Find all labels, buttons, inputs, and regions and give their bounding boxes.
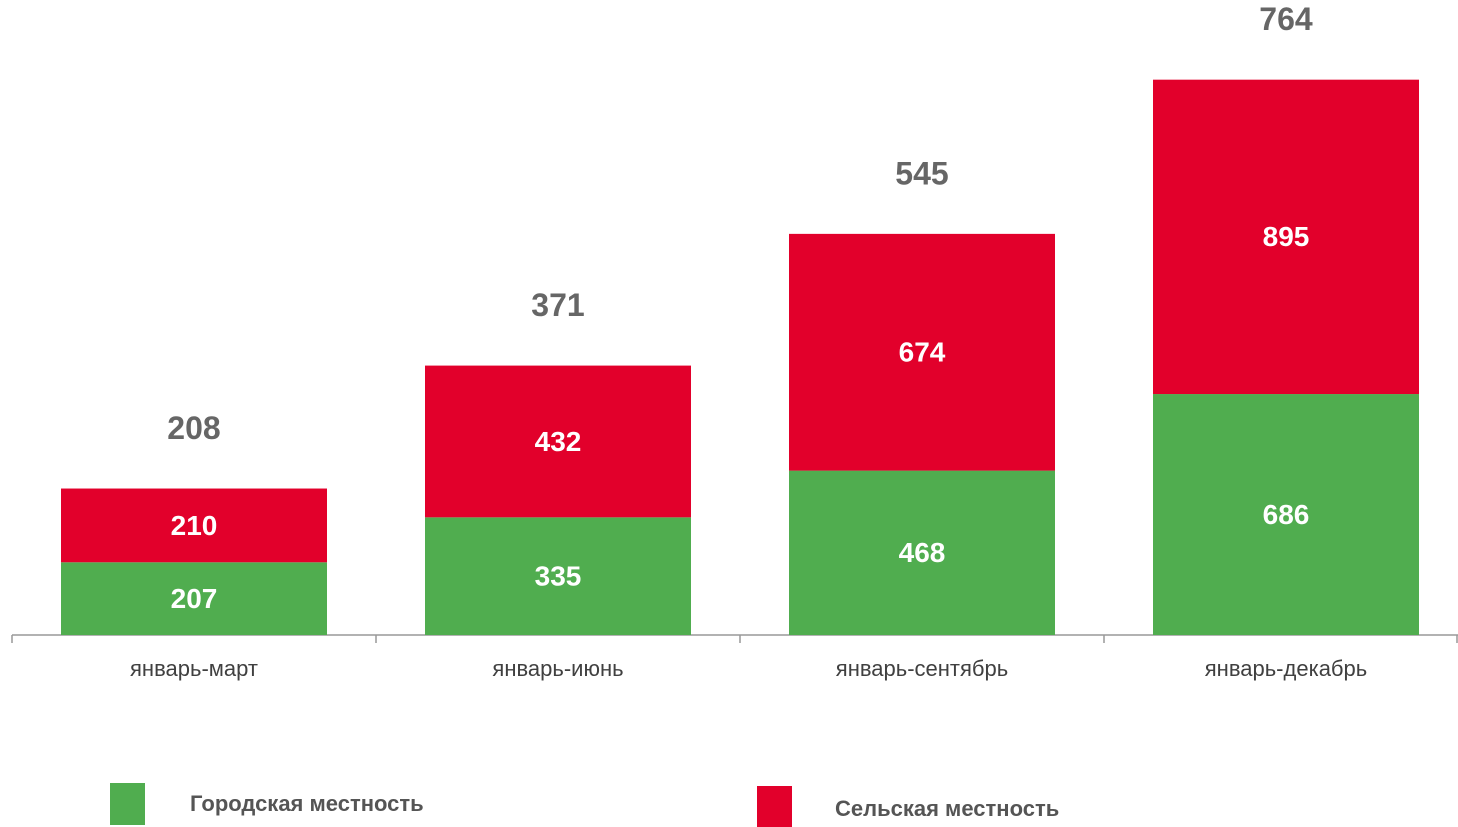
total-label: 545 [895,155,948,191]
bar-segment [425,517,691,635]
legend-swatch [110,783,145,825]
data-label: 207 [171,583,218,614]
legend-swatch [757,786,792,827]
bar-segment [61,562,327,635]
bar-segment [1153,79,1419,395]
bar-segment [789,470,1055,635]
bar-segment [1153,394,1419,635]
data-label: 686 [1263,499,1310,530]
total-label: 764 [1259,1,1313,37]
legend-label: Сельская местность [835,796,1059,821]
total-label: 371 [531,287,584,323]
bar-segment [789,233,1055,471]
legend-label: Городская местность [190,791,424,816]
total-label: 208 [167,410,220,446]
x-tick-label: январь-март [130,656,258,681]
data-label: 432 [535,426,582,457]
data-label: 674 [899,337,946,368]
data-label: 335 [535,561,582,592]
x-tick-label: январь-декабрь [1205,656,1367,681]
data-label: 895 [1263,221,1310,252]
data-label: 210 [171,510,218,541]
bar-segment [425,365,691,518]
data-label: 468 [899,537,946,568]
bar-segment [61,488,327,563]
x-tick-label: январь-сентябрь [836,656,1008,681]
x-tick-label: январь-июнь [492,656,623,681]
